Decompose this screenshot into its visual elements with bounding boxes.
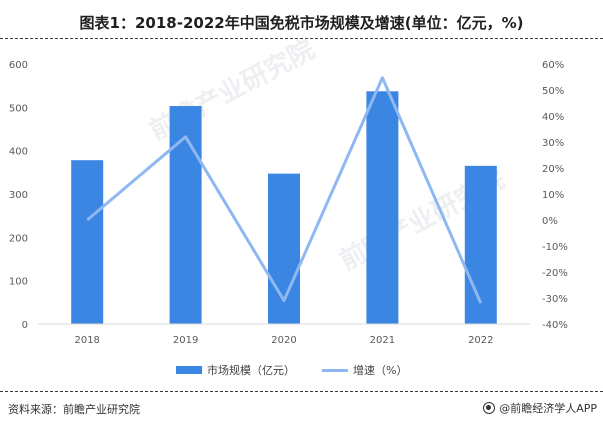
x-tick-label: 2018 bbox=[74, 335, 99, 346]
y-right-tick: 20% bbox=[542, 164, 564, 175]
x-axis: 2018 2019 2020 2021 2022 bbox=[74, 335, 493, 346]
legend-swatch-bar bbox=[176, 366, 202, 374]
bar-2019 bbox=[169, 106, 202, 325]
y-left-tick: 600 bbox=[9, 60, 28, 71]
brand-credit: @前瞻经济学人APP bbox=[483, 400, 597, 416]
chart-title: 图表1：2018-2022年中国免税市场规模及增速(单位：亿元，%) bbox=[79, 14, 524, 32]
y-left-tick: 400 bbox=[9, 147, 28, 158]
x-tick-label: 2022 bbox=[468, 335, 493, 346]
y-left-tick: 0 bbox=[22, 320, 28, 331]
legend: 市场规模（亿元） 增速（%） bbox=[0, 362, 603, 378]
y-right-tick: -10% bbox=[542, 242, 568, 253]
y-left-axis: 0 100 200 300 400 500 600 bbox=[9, 60, 28, 331]
footer-divider bbox=[0, 391, 603, 392]
y-right-tick: -30% bbox=[542, 294, 568, 305]
x-tick-label: 2021 bbox=[370, 335, 395, 346]
source-note: 资料来源：前瞻产业研究院 bbox=[8, 403, 140, 416]
brand-logo-icon bbox=[483, 402, 496, 414]
x-tick-label: 2020 bbox=[271, 335, 296, 346]
y-right-tick: 40% bbox=[542, 112, 564, 123]
title-divider bbox=[0, 38, 603, 39]
y-right-tick: 60% bbox=[542, 60, 564, 71]
y-right-tick: 30% bbox=[542, 138, 564, 149]
y-left-tick: 100 bbox=[9, 277, 28, 288]
x-tick-label: 2019 bbox=[173, 335, 198, 346]
y-left-tick: 500 bbox=[9, 103, 28, 114]
brand-text: @前瞻经济学人APP bbox=[499, 402, 597, 415]
legend-label-line: 增速（%） bbox=[353, 364, 408, 377]
y-right-axis: -40% -30% -20% -10% 0% 10% 20% 30% 40% 50% 60% bbox=[542, 60, 568, 331]
bar-series bbox=[71, 91, 497, 325]
legend-item-line: 增速（%） bbox=[322, 362, 407, 378]
legend-item-bar: 市场规模（亿元） bbox=[176, 362, 295, 378]
legend-swatch-line bbox=[322, 368, 348, 372]
y-right-tick: -40% bbox=[542, 320, 568, 331]
y-right-tick: 50% bbox=[542, 86, 564, 97]
legend-label-bar: 市场规模（亿元） bbox=[207, 364, 295, 377]
y-right-tick: 0% bbox=[542, 216, 558, 227]
y-left-tick: 200 bbox=[9, 233, 28, 244]
bar-2018 bbox=[71, 160, 104, 324]
y-right-tick: -20% bbox=[542, 268, 568, 279]
growth-line bbox=[86, 76, 483, 304]
y-left-tick: 300 bbox=[9, 190, 28, 201]
bar-2022 bbox=[464, 165, 497, 324]
bar-2021 bbox=[366, 91, 399, 324]
y-right-tick: 10% bbox=[542, 190, 564, 201]
